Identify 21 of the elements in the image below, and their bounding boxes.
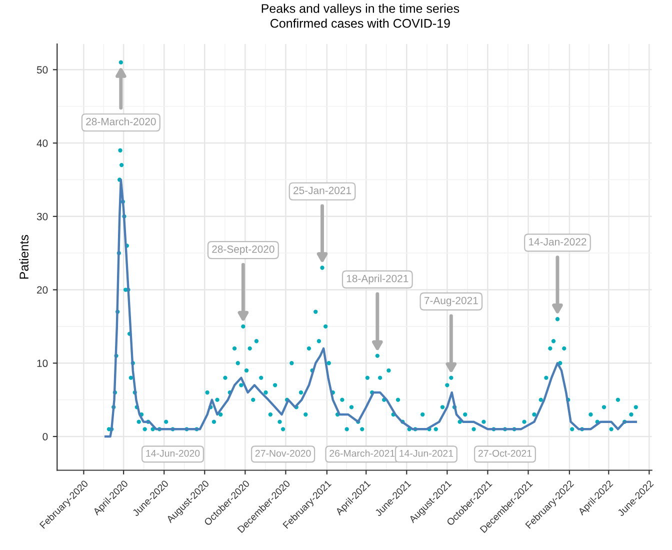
annotation: 25-Jan-2021 bbox=[294, 186, 351, 194]
y-tick-label: 50 bbox=[36, 66, 48, 74]
annotation: 27-Oct-2021 bbox=[478, 450, 532, 457]
annotation: 28-Sept-2020 bbox=[212, 245, 274, 255]
annotation: 18-April-2021 bbox=[346, 274, 408, 284]
y-tick-label: 30 bbox=[36, 212, 48, 220]
chart-subtitle: Confirmed cases with COVID-19 bbox=[270, 18, 450, 28]
y-tick-label: 40 bbox=[36, 140, 48, 147]
line-series bbox=[104, 178, 637, 438]
chart-title: Peaks and valleys in the time series bbox=[262, 4, 460, 16]
annotation: 14-Jan-2022 bbox=[529, 238, 586, 246]
annotation: 26-March-2021 bbox=[330, 450, 395, 457]
y-tick-label: 10 bbox=[37, 360, 48, 368]
annotation: 7-Aug-2021 bbox=[424, 296, 478, 306]
annotation: 14-Jun-2021 bbox=[400, 450, 454, 457]
y-axis-title: Patients bbox=[19, 234, 28, 279]
annotation: 28-March-2020 bbox=[86, 118, 156, 126]
y-tick-label: 20 bbox=[37, 286, 48, 294]
y-tick-label: 0 bbox=[42, 433, 48, 440]
annotation: 14-Jun-2020 bbox=[146, 450, 200, 457]
annotation: 27-Nov-2020 bbox=[255, 450, 311, 457]
